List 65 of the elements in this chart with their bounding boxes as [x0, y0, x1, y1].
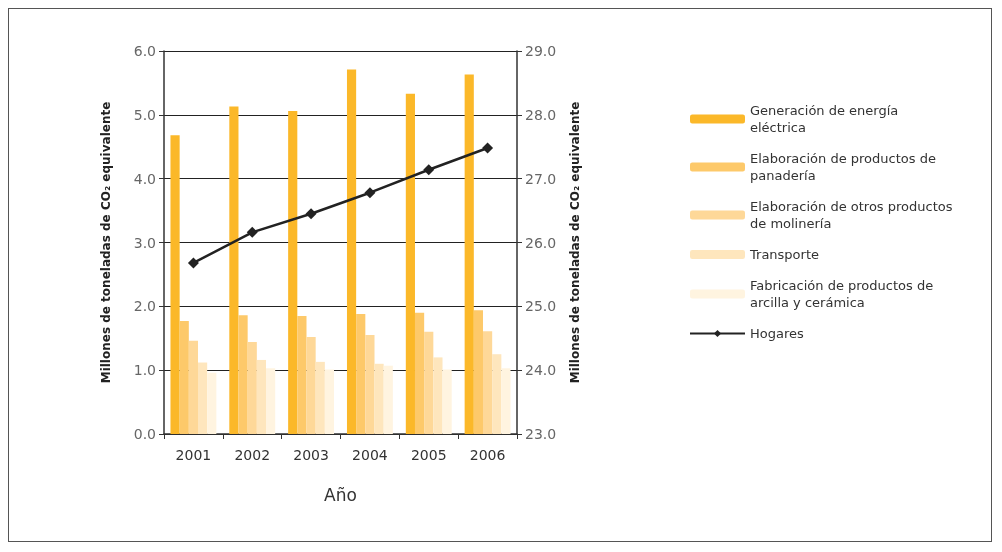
y2-axis-title: Millones de toneladas de CO₂ equivalente: [568, 101, 582, 384]
bar: [482, 331, 493, 434]
y-tick-label: 5.0: [133, 106, 156, 123]
x-axis-title: Año: [324, 484, 357, 505]
y-axis-title: Millones de toneladas de CO₂ equivalente: [99, 101, 113, 384]
y2-tick-label: 23.0: [525, 426, 557, 442]
legend-label: Fabricación de productos de arcilla y cerámica: [750, 278, 938, 310]
point: [187, 257, 199, 269]
legend-label: Generación de energía eléctrica: [750, 103, 903, 135]
bar: [207, 372, 217, 434]
bar: [414, 312, 425, 434]
bar: [365, 335, 375, 434]
x-tick-label: 2004: [352, 447, 388, 463]
y2-tick-label: 26.0: [525, 234, 557, 251]
x-tick-label: 2002: [234, 447, 271, 463]
point: [482, 142, 494, 154]
bar: [492, 354, 502, 434]
point: [246, 226, 258, 238]
y2-tick-label: 29.0: [525, 43, 557, 59]
bar: [405, 93, 415, 434]
bar: [288, 111, 298, 434]
y-tick-label: 2.0: [133, 298, 156, 315]
legend-label: Transporte: [749, 247, 819, 262]
bar: [297, 315, 307, 434]
bar: [356, 313, 366, 434]
legend-label: Hogares: [750, 326, 804, 341]
bar: [198, 362, 208, 434]
bar: [442, 369, 452, 434]
bar: [424, 331, 434, 434]
bar: [170, 135, 180, 434]
point: [423, 164, 435, 176]
x-tick-label: 2003: [293, 447, 329, 463]
y2-tick-label: 24.0: [525, 362, 557, 379]
legend-label: Elaboración de productos de panadería: [750, 151, 941, 183]
y2-tick-label: 27.0: [525, 170, 557, 187]
y-tick-label: 1.0: [133, 362, 156, 379]
bar: [374, 363, 384, 434]
bar: [188, 340, 199, 434]
bar: [315, 361, 325, 434]
x-tick-label: 2005: [410, 447, 447, 463]
y-tick-label: 0.0: [133, 426, 156, 442]
bar: [179, 321, 189, 434]
bar: [306, 336, 316, 434]
point: [305, 208, 317, 220]
bar: [464, 74, 474, 434]
x-tick-label: 2001: [175, 447, 212, 463]
legend-label: Elaboración de otros productos de molinería: [750, 199, 957, 231]
y-tick-label: 6.0: [133, 43, 156, 59]
bar: [266, 368, 276, 434]
bar: [501, 368, 511, 434]
point: [364, 187, 376, 199]
bar: [346, 69, 357, 434]
bar: [383, 365, 393, 434]
y-tick-label: 4.0: [133, 170, 156, 187]
bar: [247, 342, 257, 434]
bar: [229, 106, 239, 434]
x-tick-label: 2006: [469, 447, 506, 463]
bar: [473, 310, 483, 434]
y2-tick-label: 28.0: [525, 106, 557, 123]
y-tick-label: 3.0: [133, 234, 156, 251]
bar: [256, 359, 267, 434]
y2-tick-label: 25.0: [525, 298, 557, 315]
bar: [433, 357, 443, 434]
bar: [324, 369, 335, 434]
bar: [238, 315, 248, 434]
